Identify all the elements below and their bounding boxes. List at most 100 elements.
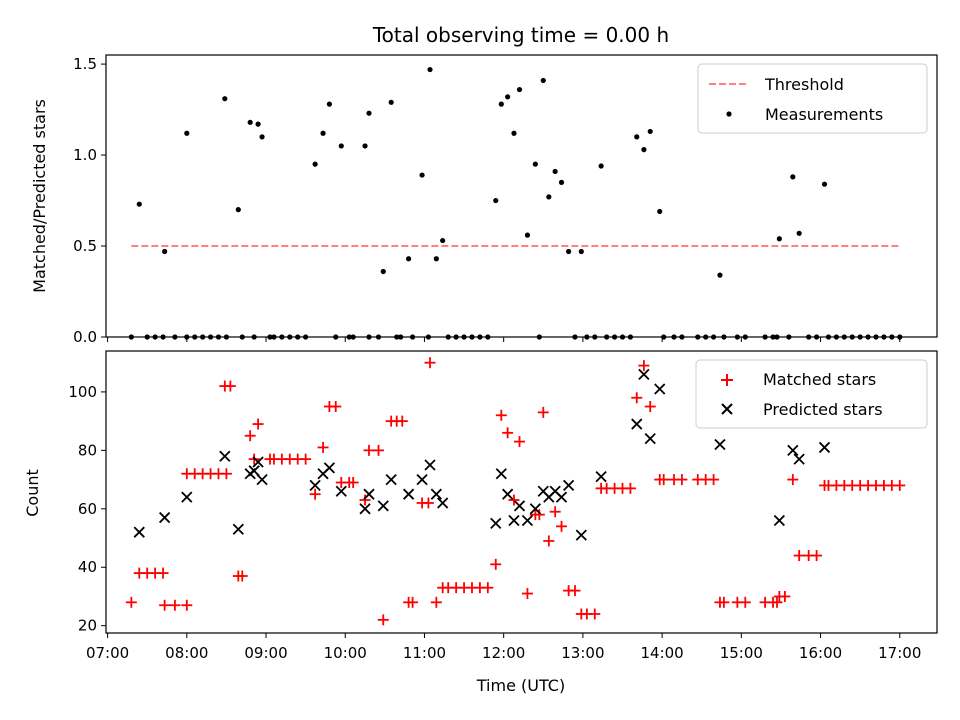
matched-star-point: [718, 596, 730, 608]
measurement-point: [566, 248, 572, 255]
x-tick-label: 15:00: [720, 644, 763, 662]
x-axis-label: Time (UTC): [476, 676, 565, 695]
measurement-point: [433, 256, 439, 262]
matched-star-point: [631, 392, 643, 404]
predicted-star-point: [309, 479, 321, 492]
top-plot-marks: [128, 66, 903, 340]
bottom-legend-box: [695, 359, 928, 429]
predicted-star-point: [529, 503, 541, 515]
matched-star-point: [363, 444, 375, 456]
matched-star-point: [181, 599, 193, 611]
matched-star-point: [169, 599, 181, 611]
matched-star-point: [676, 474, 688, 486]
predicted-star-point: [793, 453, 805, 465]
measurement-point: [312, 161, 318, 167]
matched-star-point: [549, 506, 561, 518]
predicted-star-point: [335, 485, 347, 497]
legend-predicted-label: Predicted stars: [763, 400, 883, 419]
predicted-star-point: [818, 441, 831, 454]
predicted-star-point: [430, 488, 442, 500]
matched-star-point: [894, 479, 906, 491]
x-tick-label: 07:00: [86, 644, 129, 662]
predicted-star-point: [158, 511, 171, 524]
measurement-point: [505, 94, 511, 100]
predicted-star-point: [787, 444, 799, 456]
measurement-point: [136, 201, 142, 207]
measurement-point: [427, 66, 433, 73]
matched-star-point: [317, 441, 329, 453]
matched-star-point: [407, 596, 419, 608]
x-tick-label: 13:00: [561, 644, 604, 662]
matched-star-point: [422, 497, 434, 509]
matched-star-point: [424, 357, 436, 369]
matched-star-point: [624, 482, 636, 494]
measurement-point: [821, 181, 828, 187]
predicted-star-point: [402, 488, 415, 500]
bottom-y-axis-label: Count: [23, 469, 42, 517]
predicted-star-point: [359, 503, 371, 515]
x-tick-label: 16:00: [799, 644, 842, 662]
predicted-star-point: [595, 471, 607, 483]
matched-star-point: [779, 590, 791, 602]
measurement-point: [524, 232, 531, 238]
measurement-point: [419, 172, 425, 178]
matched-star-point: [771, 596, 783, 608]
top-y-tick-label: 0.0: [73, 328, 97, 346]
matched-star-point: [787, 474, 799, 486]
bottom-legend: Matched stars Predicted stars: [695, 359, 928, 429]
top-legend: Threshold Measurements: [697, 63, 928, 134]
predicted-star-point: [424, 459, 436, 471]
matched-star-point: [638, 360, 650, 372]
matched-stars-series: [125, 357, 906, 626]
matched-star-point: [330, 401, 342, 413]
predicted-star-point: [521, 514, 534, 527]
bottom-y-tick-label: 100: [68, 383, 97, 401]
predicted-star-point: [377, 500, 389, 512]
measurement-point: [162, 248, 168, 255]
matched-star-point: [543, 535, 555, 547]
matched-star-point: [658, 474, 670, 486]
legend-matched-label: Matched stars: [763, 370, 876, 389]
matched-star-point: [125, 596, 137, 608]
measurement-point: [790, 174, 796, 180]
matched-star-point: [708, 474, 720, 486]
measurement-point: [362, 143, 368, 149]
measurement-point: [796, 230, 802, 236]
measurement-point: [235, 207, 241, 213]
predicted-star-point: [714, 438, 726, 451]
bottom-y-tick-label: 80: [78, 441, 97, 459]
matched-star-point: [373, 444, 385, 456]
bottom-y-tick-label: 60: [78, 500, 97, 518]
bottom-panel: 20 40 60 80 100 07:00 08:00 09:00 10:00 11:00 12:…: [23, 350, 938, 695]
matched-star-point: [482, 582, 494, 594]
predicted-star-point: [513, 500, 526, 512]
top-legend-box: [697, 63, 928, 134]
matched-star-point: [252, 418, 264, 430]
predicted-star-point: [181, 491, 193, 503]
measurement-point: [184, 130, 190, 136]
matched-star-point: [377, 614, 389, 626]
matched-star-point: [359, 494, 371, 506]
measurement-point: [558, 179, 565, 185]
measurement-point: [255, 121, 261, 127]
matched-star-point: [569, 585, 581, 597]
measurement-point: [338, 143, 344, 149]
top-y-tick-label: 0.5: [73, 237, 97, 255]
measurement-point: [540, 77, 546, 84]
measurement-point: [259, 134, 265, 140]
matched-star-point: [220, 468, 232, 480]
measurement-point: [440, 237, 446, 244]
measurement-point: [546, 194, 552, 200]
matched-star-point: [556, 520, 568, 532]
predicted-star-point: [363, 488, 375, 500]
x-tick-label: 12:00: [482, 644, 525, 662]
predicted-star-point: [323, 462, 336, 474]
matched-star-point: [521, 588, 533, 600]
predicted-star-point: [562, 479, 575, 492]
top-y-tick-label: 1.5: [73, 55, 97, 73]
legend-measurements-swatch: [726, 111, 732, 117]
predicted-star-point: [654, 383, 666, 395]
bottom-y-tick-label: 40: [78, 558, 97, 576]
measurement-point: [634, 134, 640, 140]
